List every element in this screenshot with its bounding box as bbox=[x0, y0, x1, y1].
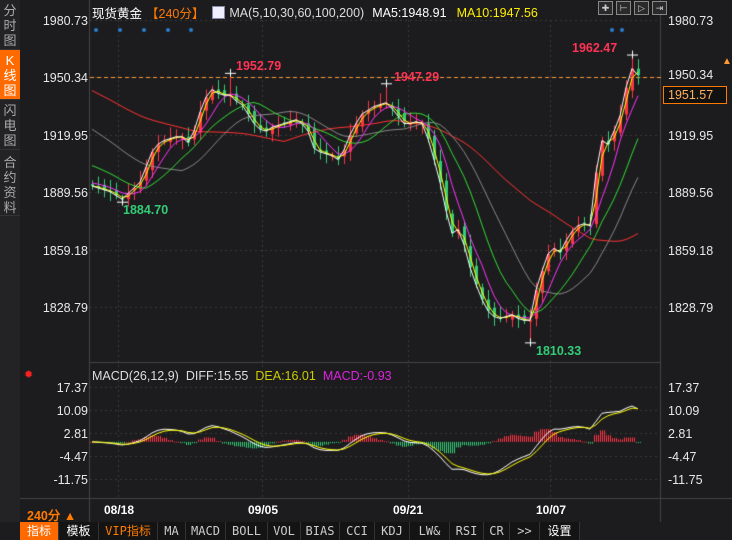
macd-y-left-2: 2.81 bbox=[63, 427, 88, 441]
macd-y-left-0: 17.37 bbox=[56, 381, 88, 395]
period-selector[interactable]: 240分 ▲ bbox=[27, 509, 77, 523]
date-label-2: 09/21 bbox=[393, 503, 424, 517]
toolbar-vip[interactable]: VIP指标 bbox=[99, 522, 158, 540]
toolbar-indicators[interactable]: 指标 bbox=[20, 522, 59, 540]
current-price-box: 1951.57 bbox=[663, 86, 727, 104]
tab-contract-info[interactable]: 合约资料 bbox=[0, 152, 20, 216]
instrument-name: 现货黄金 bbox=[92, 7, 143, 21]
ma-params: MA(5,10,30,60,100,200) bbox=[229, 5, 365, 20]
y-left-4: 1859.18 bbox=[42, 244, 88, 258]
toolbar-more[interactable]: >> bbox=[510, 522, 540, 540]
ma10-value: MA10:1947.56 bbox=[456, 5, 538, 20]
ma-chart-icon[interactable] bbox=[212, 6, 226, 19]
zoom-icon[interactable]: ▷ bbox=[634, 1, 649, 15]
y-right-5: 1828.79 bbox=[668, 301, 714, 315]
sidebar: 分时图 K线图 闪电图 合约资料 bbox=[0, 0, 20, 522]
high-label-2: 1947.29 bbox=[394, 70, 440, 84]
toolbar-lw[interactable]: LW& bbox=[410, 522, 450, 540]
y-left-2: 1919.95 bbox=[42, 129, 88, 143]
high-label-1: 1952.79 bbox=[236, 59, 282, 73]
y-right-2: 1919.95 bbox=[668, 129, 714, 143]
macd-y-right-0: 17.37 bbox=[668, 381, 700, 395]
tab-timeshare[interactable]: 分时图 bbox=[0, 0, 20, 50]
macd-dea: DEA:16.01 bbox=[255, 369, 316, 383]
chart-header: 现货黄金 【240分】 MA(5,10,30,60,100,200) MA5:1… bbox=[92, 3, 538, 22]
macd-value: MACD:-0.93 bbox=[322, 369, 392, 383]
y-left-0: 1980.73 bbox=[42, 14, 88, 28]
crosshair-icon[interactable]: ✚ bbox=[598, 1, 613, 15]
y-right-1: 1950.34 bbox=[668, 68, 714, 82]
low-label-2: 1810.33 bbox=[536, 344, 582, 358]
period-label: 【240分】 bbox=[146, 7, 205, 21]
range-icon[interactable]: ⊢ bbox=[616, 1, 631, 15]
macd-y-left-1: 10.09 bbox=[56, 404, 88, 418]
y-right-3: 1889.56 bbox=[668, 186, 714, 200]
low-label-1: 1884.70 bbox=[123, 203, 169, 217]
high-label-3: 1962.47 bbox=[572, 41, 618, 55]
y-left-1: 1950.34 bbox=[42, 71, 88, 85]
indicator-settings-icon[interactable]: ✹ bbox=[24, 369, 34, 381]
toolbar-settings[interactable]: 设置 bbox=[540, 522, 580, 540]
y-left-5: 1828.79 bbox=[42, 301, 88, 315]
macd-y-right-3: -4.47 bbox=[668, 450, 697, 464]
toolbar-boll[interactable]: BOLL bbox=[226, 522, 268, 540]
date-label-0: 08/18 bbox=[104, 503, 135, 517]
macd-y-left-4: -11.75 bbox=[53, 473, 88, 487]
toolbar-macd[interactable]: MACD bbox=[186, 522, 226, 540]
date-label-1: 09/05 bbox=[248, 503, 279, 517]
toolbar-rsi[interactable]: RSI bbox=[450, 522, 484, 540]
macd-y-right-2: 2.81 bbox=[668, 427, 693, 441]
toolbar-cci[interactable]: CCI bbox=[340, 522, 375, 540]
macd-y-left-3: -4.47 bbox=[59, 450, 89, 464]
y-left-3: 1889.56 bbox=[42, 186, 88, 200]
toolbar-ma[interactable]: MA bbox=[158, 522, 186, 540]
macd-diff: DIFF:15.55 bbox=[185, 369, 249, 383]
toolbar-vol[interactable]: VOL bbox=[268, 522, 301, 540]
macd-y-right-4: -11.75 bbox=[668, 473, 703, 487]
y-right-4: 1859.18 bbox=[668, 244, 714, 258]
toolbar-templates[interactable]: 模板 bbox=[59, 522, 99, 540]
date-label-3: 10/07 bbox=[536, 503, 567, 517]
tab-kline[interactable]: K线图 bbox=[0, 50, 20, 100]
scroll-right-icon[interactable]: ⇥ bbox=[652, 1, 667, 15]
macd-header: MACD(26,12,9) DIFF:15.55 DEA:16.01 MACD:… bbox=[92, 369, 392, 383]
ma5-value: MA5:1948.91 bbox=[372, 5, 447, 20]
tab-flash[interactable]: 闪电图 bbox=[0, 100, 20, 150]
macd-label: MACD(26,12,9) bbox=[92, 369, 179, 383]
toolbar-cr[interactable]: CR bbox=[484, 522, 510, 540]
arrow-up-icon[interactable]: ▲ bbox=[722, 56, 732, 67]
toolbar-kdj[interactable]: KDJ bbox=[375, 522, 410, 540]
y-right-0: 1980.73 bbox=[668, 14, 714, 28]
toolbar-bias[interactable]: BIAS bbox=[301, 522, 340, 540]
macd-y-right-1: 10.09 bbox=[668, 404, 700, 418]
